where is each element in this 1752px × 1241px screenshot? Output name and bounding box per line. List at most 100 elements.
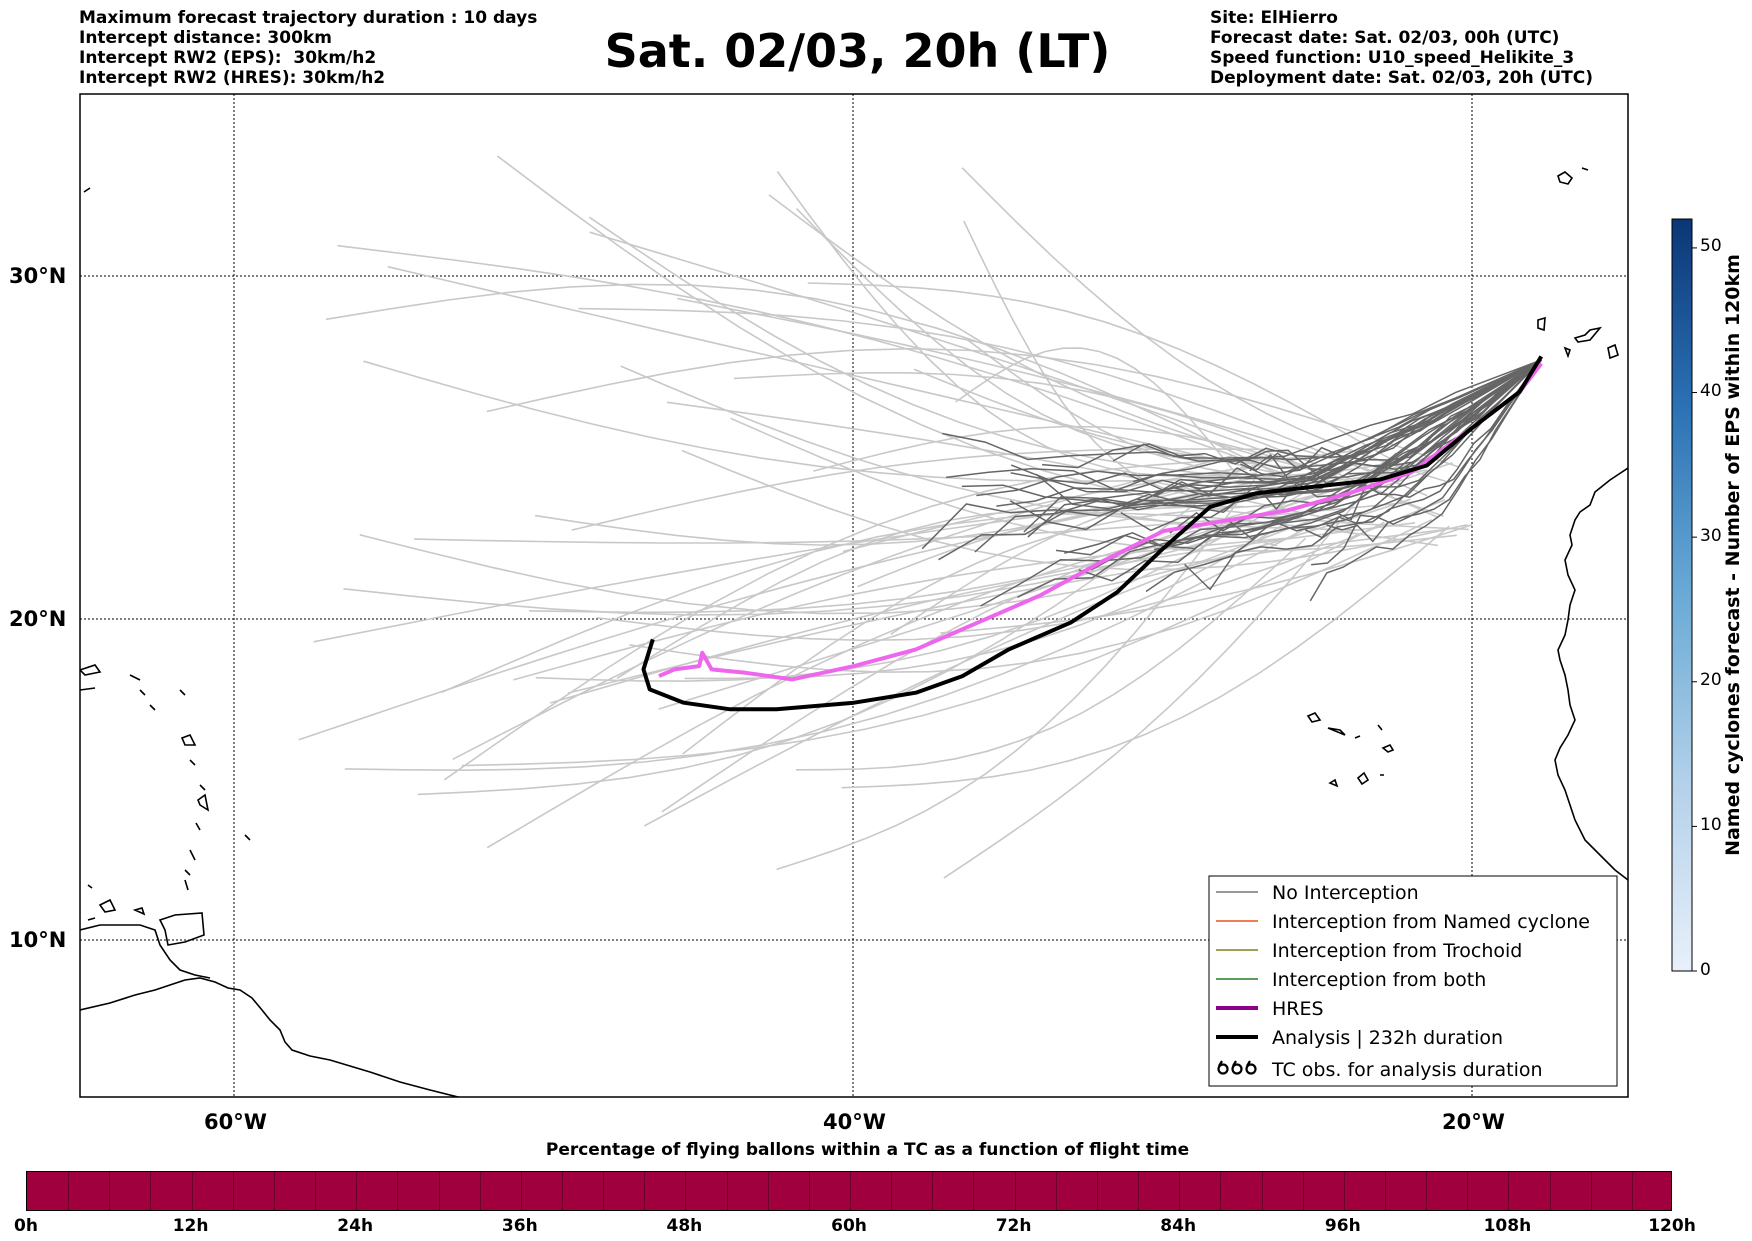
header-line: Intercept distance: 300km [79,28,332,48]
time-bar-divider [891,1172,893,1210]
colorbar-ticks [1692,247,1697,972]
time-bar-divider [1590,1172,1592,1210]
eps-track [1240,359,1542,485]
lat-label-30n: 30°N [9,264,67,288]
time-bar-divider [356,1172,358,1210]
time-bar-divider [479,1172,481,1210]
canary-islands [1537,316,1619,360]
time-tick-label: 0h [14,1216,38,1236]
eps-track [1304,359,1542,539]
time-bar-divider [1343,1172,1345,1210]
madeira-islands [1557,167,1589,185]
colorbar-tick-label: 20 [1700,670,1722,690]
eps-track [1023,359,1542,533]
header-line: Forecast date: Sat. 02/03, 00h (UTC) [1210,28,1560,48]
eps-track [795,537,1307,771]
eps-track [549,522,1416,704]
eps-track [387,265,1291,478]
eps-track [461,521,1385,767]
time-tick-label: 84h [1160,1216,1197,1236]
legend-label: HRES [1272,998,1324,1020]
lesser-antilles [80,664,251,921]
time-bar-divider [1055,1172,1057,1210]
time-bar-divider [438,1172,440,1210]
colorbar-label: Named cyclones forecast - Number of EPS … [1722,254,1744,856]
time-bar-divider [644,1172,646,1210]
time-bar-divider [68,1172,70,1210]
eps-track [443,457,1311,781]
time-tick-label: 96h [1324,1216,1361,1236]
header-right: Site: ElHierro Forecast date: Sat. 02/03… [1210,8,1593,88]
time-bar-divider [1631,1172,1633,1210]
eps-track [776,171,1257,478]
time-bar-divider [1426,1172,1428,1210]
time-bar-divider [397,1172,399,1210]
bermuda-like-island [83,187,91,193]
time-bar-divider [1508,1172,1510,1210]
time-bar-divider [1138,1172,1140,1210]
time-tick-label: 24h [337,1216,374,1236]
time-bar-divider [973,1172,975,1210]
tc-symbol-icon [1217,1060,1257,1075]
time-bar-divider [1549,1172,1551,1210]
time-bar-divider [1014,1172,1016,1210]
colorbar-tick-label: 40 [1700,381,1722,401]
legend-label: TC obs. for analysis duration [1271,1059,1543,1081]
time-bar-divider [1384,1172,1386,1210]
time-bar-divider [767,1172,769,1210]
eps-track [486,497,1339,849]
eps-track [1017,359,1542,598]
eps-track [1326,359,1542,543]
eps-track [1233,359,1542,472]
trinidad-coast [158,912,205,946]
eps-track [1090,359,1542,571]
south-america-coast [80,977,462,1097]
eps-track [578,307,1428,497]
header-line: Intercept RW2 (EPS): 30km/h2 [79,48,377,68]
time-bar-divider [1261,1172,1263,1210]
header-left: Maximum forecast trajectory duration : 1… [79,8,537,88]
eps-track [1118,359,1542,507]
map-frame [79,93,1629,1098]
lat-label-10n: 10°N [9,928,67,952]
eps-track [1042,359,1542,469]
eps-track [681,449,1468,571]
map-title: Sat. 02/03, 20h (LT) [604,24,1111,78]
coastlines [80,167,1628,1097]
lat-label-20n: 20°N [9,607,67,631]
header-line: Speed function: U10_speed_Helikite_3 [1210,48,1575,68]
analysis-trajectory [641,355,1544,712]
eps-track [942,359,1542,462]
eps-track [938,359,1542,561]
time-bar-divider [150,1172,152,1210]
colorbar-tick-label: 30 [1700,526,1722,546]
eps-track [955,347,1244,483]
eps-track [1010,359,1542,493]
legend-label: Interception from both [1272,969,1486,991]
time-bar-divider [315,1172,317,1210]
time-bar-divider [1179,1172,1181,1210]
time-bar-divider [808,1172,810,1210]
eps-track [571,448,1266,531]
lon-label-60w: 60°W [204,1110,267,1134]
eps-track [1078,359,1542,582]
legend-label: No Interception [1272,882,1419,904]
time-tick-label: 48h [666,1216,703,1236]
eps-track [963,220,1229,500]
colorbar-tick-label: 0 [1700,960,1711,980]
eps-track [841,525,1450,789]
time-bar-divider [1467,1172,1469,1210]
eps-track [813,425,1393,497]
header-line: Site: ElHierro [1210,8,1338,28]
eps-track [1010,359,1542,491]
time-bar-divider [850,1172,851,1210]
header-line: Intercept RW2 (HRES): 30km/h2 [79,68,386,88]
colorbar-tick-label: 10 [1700,815,1722,835]
eps-track [596,499,1446,642]
time-bar-divider [109,1172,111,1210]
time-bar-divider [273,1172,275,1210]
cape-verde-islands [1306,712,1395,788]
time-bar-divider [726,1172,728,1210]
time-tick-label: 12h [172,1216,209,1236]
lon-label-40w: 40°W [823,1110,886,1134]
